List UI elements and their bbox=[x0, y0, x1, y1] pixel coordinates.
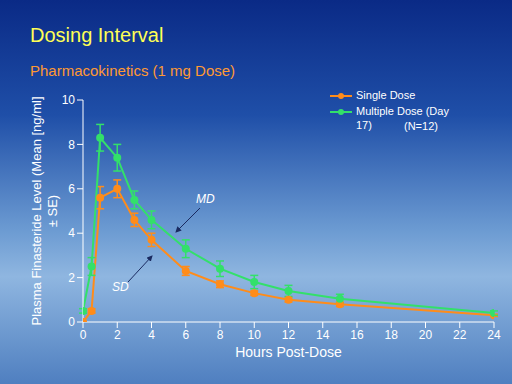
svg-text:6: 6 bbox=[182, 328, 189, 342]
svg-text:16: 16 bbox=[350, 328, 364, 342]
svg-text:12: 12 bbox=[282, 328, 296, 342]
html-text:Multiple Dose (Day 17): Multiple Dose (Day 17) bbox=[356, 105, 449, 131]
html-text:SD: SD bbox=[112, 280, 129, 294]
html-text:Dosing Interval: Dosing Interval bbox=[30, 24, 164, 46]
svg-text:Hours Post-Dose: Hours Post-Dose bbox=[235, 344, 342, 360]
html-text:(N=12): (N=12) bbox=[404, 120, 438, 132]
svg-text:14: 14 bbox=[316, 328, 330, 342]
svg-text:4: 4 bbox=[148, 328, 155, 342]
html-text:MD: MD bbox=[196, 192, 215, 206]
html-text:Plasma Finasteride Level (Mean: Plasma Finasteride Level (Mean [ng/ml] ±… bbox=[29, 96, 60, 326]
svg-text:6: 6 bbox=[68, 182, 75, 196]
svg-text:10: 10 bbox=[248, 328, 262, 342]
svg-text:0: 0 bbox=[68, 315, 75, 329]
svg-text:0: 0 bbox=[80, 328, 87, 342]
html-text:Single Dose: Single Dose bbox=[356, 89, 416, 101]
svg-text:4: 4 bbox=[68, 226, 75, 240]
svg-text:8: 8 bbox=[68, 138, 75, 152]
svg-text:22: 22 bbox=[453, 328, 467, 342]
svg-text:2: 2 bbox=[114, 328, 121, 342]
svg-text:10: 10 bbox=[62, 93, 76, 107]
svg-text:18: 18 bbox=[385, 328, 399, 342]
svg-text:8: 8 bbox=[217, 328, 224, 342]
html-text:Pharmacokinetics (1 mg Dose): Pharmacokinetics (1 mg Dose) bbox=[30, 62, 236, 79]
svg-text:24: 24 bbox=[487, 328, 501, 342]
svg-text:20: 20 bbox=[419, 328, 433, 342]
svg-text:2: 2 bbox=[68, 271, 75, 285]
